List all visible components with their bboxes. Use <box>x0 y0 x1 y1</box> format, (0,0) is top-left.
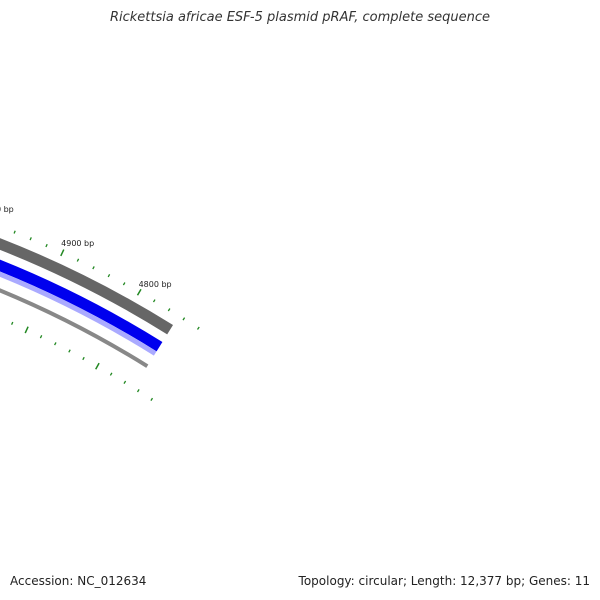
major-tick <box>24 326 29 334</box>
minor-tick <box>92 266 95 270</box>
inner-ticks <box>11 321 154 401</box>
minor-tick <box>76 258 80 262</box>
inner-feature-track <box>0 288 149 368</box>
tick-label: 4800 bp <box>139 280 172 289</box>
outer-ticks <box>13 230 200 330</box>
major-tick <box>136 288 142 296</box>
minor-tick <box>13 230 16 234</box>
minor-tick <box>82 356 85 361</box>
minor-tick <box>45 243 48 248</box>
major-tick <box>60 249 65 257</box>
outer-feature-track[interactable] <box>0 214 174 335</box>
minor-tick <box>109 372 113 376</box>
sequence-summary: Topology: circular; Length: 12,377 bp; G… <box>298 574 590 588</box>
tick-label: 5000 bp <box>0 205 14 214</box>
major-tick <box>95 362 100 370</box>
minor-tick <box>68 349 71 353</box>
tick-label: 4900 bp <box>61 239 94 248</box>
minor-tick <box>29 237 32 241</box>
minor-tick <box>11 321 14 325</box>
minor-tick <box>107 274 111 278</box>
gene-track-shadow <box>0 271 157 356</box>
minor-tick <box>182 317 186 321</box>
minor-tick <box>54 342 57 346</box>
minor-tick <box>152 299 156 303</box>
gene-track[interactable] <box>0 233 163 352</box>
minor-tick <box>122 282 126 286</box>
minor-tick <box>167 308 171 312</box>
minor-tick <box>196 326 200 330</box>
map-title: Rickettsia africae ESF-5 plasmid pRAF, c… <box>109 10 491 25</box>
accession-text: Accession: NC_012634 <box>10 574 147 588</box>
minor-tick <box>150 397 154 401</box>
minor-tick <box>136 389 140 393</box>
minor-tick <box>123 380 127 384</box>
minor-tick <box>39 335 43 339</box>
tracks-group <box>0 214 174 368</box>
